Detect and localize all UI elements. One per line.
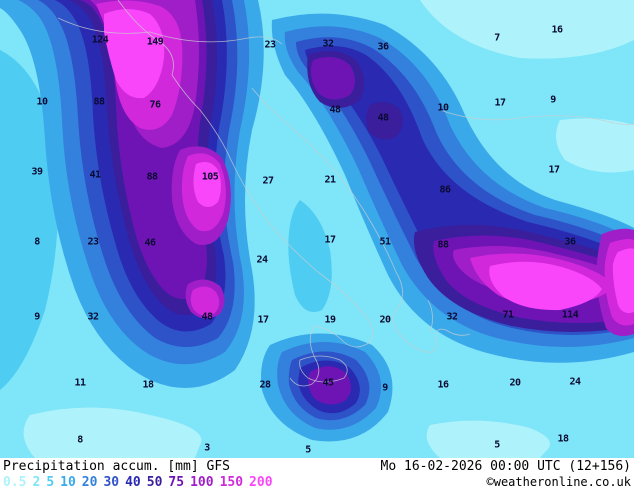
- legend-scale: 0.5 2 5 10 20 30 40 50 75 100 150 200: [3, 475, 279, 490]
- legend-scale-value: 40: [125, 474, 141, 490]
- map-value: 19: [324, 314, 336, 326]
- map-value: 24: [569, 376, 581, 388]
- map-value: 86: [439, 184, 451, 196]
- map-value: 10: [36, 96, 48, 108]
- coastlines: [57, 0, 634, 387]
- map-value: 16: [551, 24, 563, 36]
- map-value: 48: [377, 112, 389, 124]
- map-value: 39: [31, 166, 43, 178]
- legend-scale-value: 10: [60, 474, 76, 490]
- copyright-text: ©weatheronline.co.uk: [486, 475, 632, 489]
- map-value: 124: [91, 34, 109, 46]
- map-value: 41: [89, 169, 101, 181]
- map-value: 32: [87, 311, 99, 323]
- map-value: 28: [259, 379, 271, 391]
- map-value: 88: [93, 96, 105, 108]
- map-value: 7: [494, 32, 500, 44]
- map-value: 9: [382, 382, 388, 394]
- map-value: 5: [305, 444, 311, 456]
- map-value: 20: [509, 377, 521, 389]
- legend-scale-value: 30: [103, 474, 120, 490]
- map-value: 8: [34, 236, 40, 248]
- map-value: 17: [548, 164, 560, 176]
- precipitation-map: 124 149 23 32 36 7 16 10 88 76 48 48 10 17 9 39 41 88 105 2…: [0, 0, 634, 458]
- map-value: 3: [204, 442, 210, 454]
- map-value: 23: [264, 39, 276, 51]
- map-value: 18: [142, 379, 154, 391]
- map-value: 32: [446, 311, 458, 323]
- map-value: 45: [322, 377, 334, 389]
- legend-scale-value: 75: [168, 474, 185, 490]
- map-value: 36: [377, 41, 389, 53]
- map-value: 88: [437, 239, 449, 251]
- map-value: 18: [557, 433, 569, 445]
- map-value: 17: [494, 97, 506, 109]
- map-values-layer: 124 149 23 32 36 7 16 10 88 76 48 48 10 17 9 39 41 88 105 2…: [31, 24, 581, 456]
- map-value: 8: [77, 434, 83, 446]
- map-value: 27: [262, 175, 274, 187]
- map-value: 23: [87, 236, 99, 248]
- map-title: Precipitation accum. [mm] GFS: [3, 459, 230, 474]
- map-value: 9: [34, 311, 40, 323]
- map-value: 20: [379, 314, 391, 326]
- map-value: 17: [324, 234, 336, 246]
- map-value: 149: [146, 36, 164, 48]
- legend-scale-value: 50: [146, 474, 163, 490]
- map-value: 114: [561, 309, 579, 321]
- map-value: 46: [144, 237, 156, 249]
- legend-scale-value: 2: [32, 474, 41, 490]
- precip-contours: [0, 0, 634, 458]
- map-value: 76: [149, 99, 161, 111]
- map-value: 10: [437, 102, 449, 114]
- map-footer: Precipitation accum. [mm] GFS Mo 16-02-2…: [0, 458, 634, 490]
- map-value: 24: [256, 254, 268, 266]
- legend-scale-value: 20: [81, 474, 98, 490]
- legend-scale-value: 5: [46, 474, 55, 490]
- legend-scale-value: 150: [219, 474, 244, 490]
- map-value: 88: [146, 171, 158, 183]
- map-value: 48: [201, 311, 213, 323]
- map-value: 21: [324, 174, 336, 186]
- map-value: 71: [502, 309, 514, 321]
- map-value: 51: [379, 236, 391, 248]
- legend-scale-value: 200: [249, 474, 273, 490]
- map-value: 16: [437, 379, 449, 391]
- map-value: 48: [329, 104, 341, 116]
- map-value: 105: [201, 171, 219, 183]
- legend-scale-value: 100: [190, 474, 214, 490]
- map-datetime: Mo 16-02-2026 00:00 UTC (12+156): [380, 459, 631, 474]
- map-value: 9: [550, 94, 556, 106]
- map-value: 32: [322, 38, 334, 50]
- map-graphic: [0, 0, 634, 458]
- map-value: 17: [257, 314, 269, 326]
- map-value: 36: [564, 236, 576, 248]
- map-value: 11: [74, 377, 86, 389]
- map-value: 5: [494, 439, 500, 451]
- legend-scale-value: 0.5: [3, 474, 27, 490]
